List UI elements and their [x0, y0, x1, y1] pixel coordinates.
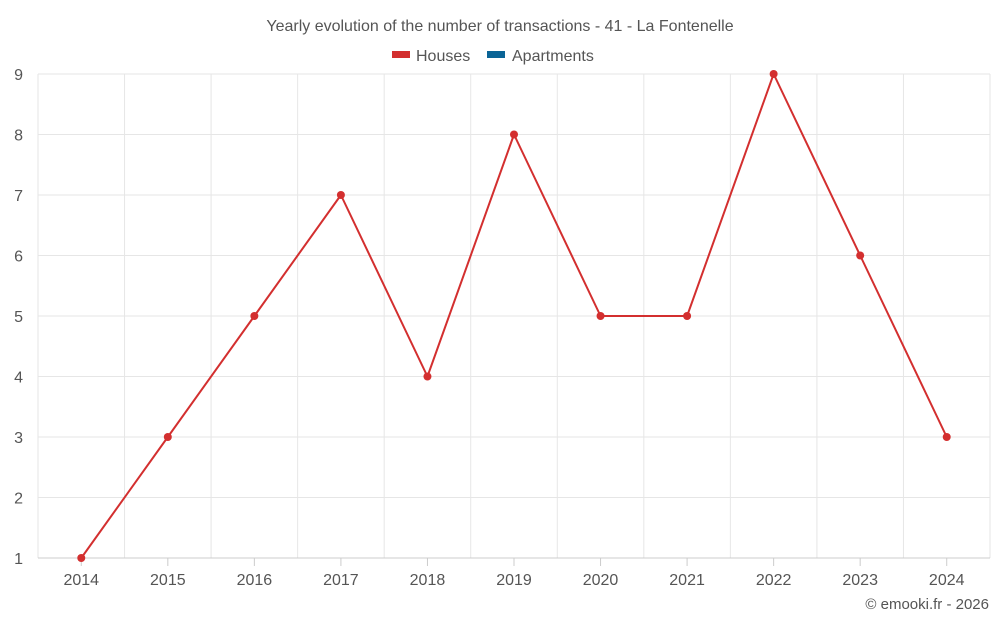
x-tick-label: 2015	[150, 572, 186, 589]
data-point-houses-2021[interactable]	[683, 312, 692, 320]
legend-label-apartments: Apartments	[512, 48, 594, 65]
data-point-houses-2024[interactable]	[942, 433, 951, 441]
x-tick-label: 2020	[583, 572, 619, 589]
y-tick-label: 4	[14, 370, 23, 387]
legend-item-houses[interactable]: Houses	[392, 48, 470, 65]
data-point-houses-2020[interactable]	[596, 312, 605, 320]
x-tick-label: 2016	[237, 572, 273, 589]
chart-title: Yearly evolution of the number of transa…	[266, 18, 733, 35]
x-axis: 2014 2015 2016 2017 2018 2019 2020 2021 2022 2023…	[38, 557, 990, 589]
data-point-houses-2016[interactable]	[250, 312, 259, 320]
y-axis: 1 2 3 4 5 6 7 8 9	[14, 67, 23, 568]
data-point-houses-2017[interactable]	[336, 191, 345, 199]
x-tick-label: 2018	[410, 572, 446, 589]
legend-label-houses: Houses	[416, 48, 470, 65]
y-tick-label: 2	[14, 491, 23, 508]
credit-text: © emooki.fr - 2026	[865, 596, 989, 613]
legend-item-apartments[interactable]: Apartments	[487, 48, 594, 65]
y-tick-label: 7	[14, 188, 23, 205]
x-tick-label: 2014	[63, 572, 99, 589]
x-tick-label: 2024	[929, 572, 965, 589]
data-point-houses-2019[interactable]	[510, 130, 518, 139]
x-tick-label: 2021	[669, 572, 705, 589]
y-tick-label: 9	[14, 67, 23, 84]
data-point-houses-2018[interactable]	[423, 372, 432, 381]
legend-swatch-houses	[392, 51, 410, 58]
legend-swatch-apartments	[487, 51, 505, 58]
data-point-houses-2022[interactable]	[769, 70, 778, 78]
grid	[37, 73, 991, 559]
y-tick-label: 1	[14, 551, 23, 568]
data-point-houses-2015[interactable]	[163, 433, 172, 441]
y-tick-label: 3	[14, 430, 23, 447]
y-tick-label: 5	[14, 309, 23, 326]
y-tick-label: 8	[14, 128, 23, 145]
legend: Houses Apartments	[392, 48, 594, 65]
y-tick-label: 6	[14, 249, 23, 266]
x-tick-label: 2017	[323, 572, 359, 589]
data-point-houses-2014[interactable]	[77, 554, 86, 562]
x-tick-label: 2022	[756, 572, 792, 589]
x-tick-label: 2023	[842, 572, 878, 589]
x-tick-label: 2019	[496, 572, 532, 589]
data-point-houses-2023[interactable]	[856, 251, 865, 260]
series-houses	[77, 70, 951, 562]
